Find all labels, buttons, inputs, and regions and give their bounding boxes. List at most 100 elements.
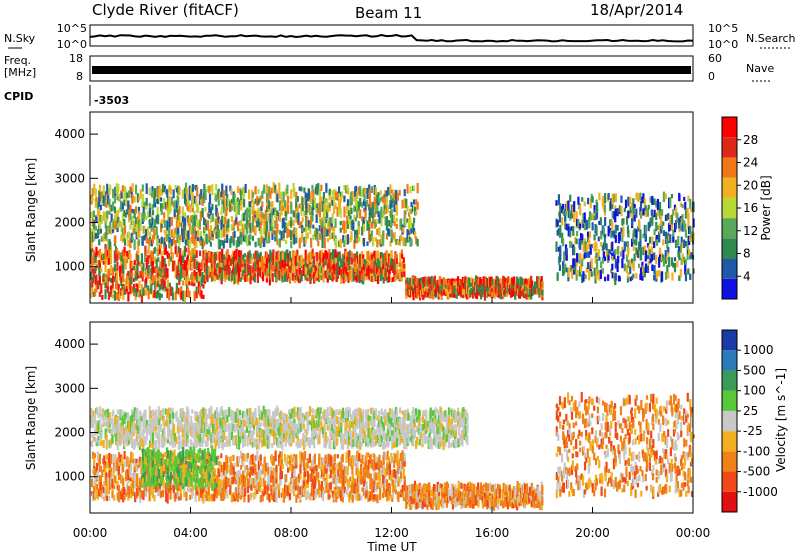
colorbar-tick-label: 12 xyxy=(743,224,758,238)
data-cell xyxy=(627,259,630,269)
data-cell xyxy=(442,441,445,451)
data-cell xyxy=(466,412,469,424)
data-cell xyxy=(604,256,607,262)
data-cell xyxy=(195,197,198,207)
data-cell xyxy=(131,183,134,192)
data-cell xyxy=(504,277,507,285)
data-cell xyxy=(365,420,368,432)
data-cell xyxy=(276,443,280,448)
data-cell xyxy=(147,210,150,218)
data-cell xyxy=(470,277,473,283)
data-cell xyxy=(116,210,119,221)
data-cell xyxy=(331,428,334,436)
data-cell xyxy=(651,195,654,205)
data-cell xyxy=(111,294,114,299)
data-cell xyxy=(242,223,246,230)
data-cell xyxy=(202,432,205,444)
data-cell xyxy=(605,247,608,257)
data-cell xyxy=(258,430,262,442)
data-cell xyxy=(292,270,295,280)
data-cell xyxy=(393,196,396,207)
data-cell xyxy=(164,438,167,444)
data-cell xyxy=(103,496,106,501)
data-cell xyxy=(117,223,120,229)
data-cell xyxy=(583,212,586,223)
data-cell xyxy=(346,206,350,215)
data-cell xyxy=(215,184,218,191)
data-cell xyxy=(148,231,152,238)
data-cell xyxy=(121,232,124,243)
data-cell xyxy=(182,292,185,302)
data-cell xyxy=(288,220,291,227)
data-cell xyxy=(342,220,345,229)
data-cell xyxy=(407,435,410,444)
data-cell xyxy=(119,431,122,443)
data-cell xyxy=(643,267,646,278)
data-cell xyxy=(614,272,617,281)
data-cell xyxy=(687,268,690,275)
data-cell xyxy=(620,206,623,217)
data-cell xyxy=(350,230,353,241)
data-cell xyxy=(222,240,225,249)
data-cell xyxy=(113,250,117,260)
data-cell xyxy=(138,261,141,266)
data-cell xyxy=(264,230,267,241)
data-cell xyxy=(221,215,224,221)
data-cell xyxy=(174,184,177,190)
data-cell xyxy=(263,438,266,446)
data-cell xyxy=(437,436,440,443)
data-cell xyxy=(274,207,277,215)
data-cell xyxy=(585,243,588,253)
data-cell xyxy=(145,282,148,288)
data-cell xyxy=(222,206,226,214)
data-cell xyxy=(217,238,220,250)
data-cell xyxy=(91,197,94,203)
data-cell xyxy=(92,210,96,218)
data-cell xyxy=(366,438,369,448)
data-cell xyxy=(90,239,93,249)
data-cell xyxy=(322,276,325,283)
data-cell xyxy=(453,281,456,286)
data-cell xyxy=(240,190,243,201)
data-cell xyxy=(163,212,166,218)
data-cell xyxy=(99,465,103,472)
data-cell xyxy=(434,417,437,424)
data-cell xyxy=(251,416,254,428)
data-cell xyxy=(347,263,350,272)
data-cell xyxy=(102,253,105,260)
data-cell xyxy=(390,277,393,283)
data-cell xyxy=(339,202,342,212)
data-cell xyxy=(129,426,133,434)
data-cell xyxy=(271,272,274,282)
data-cell xyxy=(155,215,158,224)
data-cell xyxy=(626,240,630,251)
data-cell xyxy=(96,451,100,461)
data-cell xyxy=(248,235,251,246)
data-cell xyxy=(388,228,391,237)
data-cell xyxy=(259,210,262,218)
data-cell xyxy=(238,439,242,444)
data-cell xyxy=(466,435,469,446)
data-cell xyxy=(373,219,376,229)
data-cell xyxy=(140,266,144,275)
data-cell xyxy=(105,495,109,502)
data-cell xyxy=(105,472,108,478)
data-cell xyxy=(576,253,579,263)
data-cell xyxy=(395,437,399,448)
data-cell xyxy=(181,189,184,199)
data-cell xyxy=(139,270,142,278)
data-cell xyxy=(504,284,507,294)
data-cell xyxy=(319,255,322,265)
data-cell xyxy=(388,424,392,431)
data-cell xyxy=(321,219,324,228)
data-cell xyxy=(97,420,100,429)
data-cell xyxy=(215,427,219,439)
data-cell xyxy=(503,276,506,287)
data-cell xyxy=(95,246,98,258)
data-cell xyxy=(217,430,220,439)
data-cell xyxy=(233,250,237,261)
data-cell xyxy=(319,428,322,435)
data-cell xyxy=(257,440,261,450)
data-cell xyxy=(639,273,642,281)
data-cell xyxy=(430,284,433,291)
